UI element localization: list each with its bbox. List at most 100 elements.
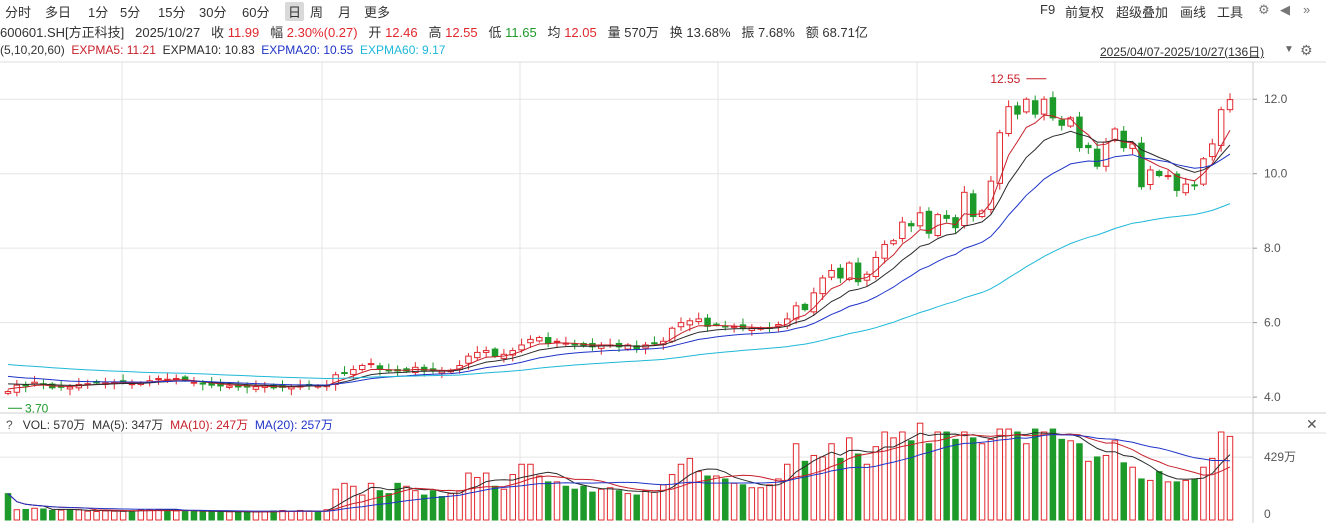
volume-bar-137 [1217,431,1225,521]
period-tab-2[interactable]: 1分 [88,5,109,20]
volume-bar-50 [447,493,454,521]
volume-bar-54 [482,472,490,521]
volume-bar-64 [571,488,578,521]
volume-bar-90 [801,460,809,521]
ema20-legend: EXPMA20: 10.55 [261,43,354,57]
volume-bar-124 [1102,454,1110,521]
candle-body-85 [757,327,764,330]
candle-body-55 [491,348,499,357]
open-label: 开 [368,25,382,40]
tool-2[interactable]: 超级叠加 [1116,5,1169,20]
candle-body-88 [784,318,791,327]
candle-body-92 [819,277,826,295]
candle-body-46 [412,366,419,374]
vol-ma20-line [7,433,1231,512]
candle-body-67 [598,344,605,349]
candle-body-138 [1226,99,1234,111]
candle-body-36 [323,384,331,388]
vol-legend: VOL: 570万 [22,418,86,432]
gear-icon[interactable]: ⚙ [1258,2,1270,17]
candle-body-129 [1147,169,1154,186]
period-tab-5[interactable]: 30分 [199,5,227,20]
volume-bar-25 [226,511,233,521]
volume-bar-123 [1093,456,1101,521]
period-tab-4[interactable]: 15分 [158,5,186,20]
candle-body-18 [164,378,171,381]
candle-body-135 [1200,158,1207,185]
volume-bar-60 [536,475,543,521]
candle-body-52 [465,355,472,364]
period-tab-7[interactable]: 日 [285,2,305,21]
high-value: 12.55 [445,25,478,40]
volume-bar-26 [234,511,242,521]
candle-body-41 [367,363,375,366]
candle-body-89 [792,305,800,320]
candle-body-111 [987,180,995,210]
candle-body-123 [1093,148,1101,167]
close-label: 收 [211,25,225,40]
period-tab-8[interactable]: 周 [310,5,324,20]
candle-body-19 [173,377,180,380]
candle-body-13 [119,380,127,383]
tool-0[interactable]: F9 [1040,2,1056,17]
volume-bar-19 [173,510,180,521]
tool-1[interactable]: 前复权 [1065,5,1105,20]
candle-body-33 [296,385,304,388]
volume-bar-8 [75,509,83,521]
date-range[interactable]: 2025/04/07-2025/10/27(136日) [1100,45,1265,59]
more-icon[interactable]: » [1303,2,1311,17]
volume-bar-72 [642,490,649,521]
help-icon[interactable]: ? [6,418,13,432]
period-tab-3[interactable]: 5分 [120,5,141,20]
volume-bar-89 [792,443,800,521]
volume-bar-133 [1182,479,1189,521]
back-icon[interactable]: ◀ [1280,2,1290,17]
candle-body-134 [1191,184,1198,187]
volume-legend: ? VOL: 570万 MA(5): 347万 MA(10): 247万 MA(… [0,416,333,432]
volume-bar-32 [288,510,295,521]
volume-bar-100 [890,437,897,521]
ema60-line [7,203,1231,380]
volume-bar-119 [1058,438,1065,521]
candle-body-22 [199,382,207,385]
vol-ma10-line [7,433,1231,513]
candle-body-15 [137,382,145,385]
volume-bar-111 [987,438,995,521]
volume-bar-82 [730,482,738,521]
stock-code[interactable]: 600601.SH[方正科技] [0,25,125,40]
volume-bar-117 [1040,431,1048,521]
candle-body-124 [1102,141,1110,167]
period-tab-9[interactable]: 月 [338,5,352,20]
tool-4[interactable]: 工具 [1217,5,1244,20]
candle-body-117 [1040,98,1048,115]
range-dropdown-icon[interactable]: ▼ [1284,44,1294,55]
price-tick-label-3: 10.0 [1264,167,1288,181]
close-volume-icon[interactable]: ✕ [1306,416,1318,432]
volume-bar-16 [146,509,153,521]
period-tab-1[interactable]: 多日 [45,5,72,20]
period-tab-0[interactable]: 分时 [5,5,32,20]
volume-bar-118 [1049,428,1057,521]
turnover-label: 换 [669,25,683,40]
volume-bar-30 [270,510,277,521]
candle-body-79 [704,317,711,327]
volume-bar-49 [438,496,446,521]
candle-body-84 [748,327,756,331]
ema-params[interactable]: (5,10,20,60) [0,43,65,57]
period-tab-10[interactable]: 更多 [364,5,391,20]
volume-bar-131 [1164,481,1172,521]
volume-bar-52 [465,472,472,521]
settings-icon[interactable]: ⚙ [1300,42,1313,58]
volume-bar-41 [367,482,375,521]
change-label: 幅 [270,25,284,40]
period-toolbar: 分时 多日 1分 5分 15分 30分 60分日周月更多 [0,0,1326,21]
period-tab-6[interactable]: 60分 [242,5,270,20]
volume-bar-0 [4,493,12,521]
candle-body-104 [925,210,933,234]
candle-body-78 [695,318,702,323]
ema10-legend: EXPMA10: 10.83 [162,43,255,57]
candle-body-132 [1173,173,1181,191]
volume-bar-73 [651,491,658,521]
tool-3[interactable]: 画线 [1180,5,1207,20]
